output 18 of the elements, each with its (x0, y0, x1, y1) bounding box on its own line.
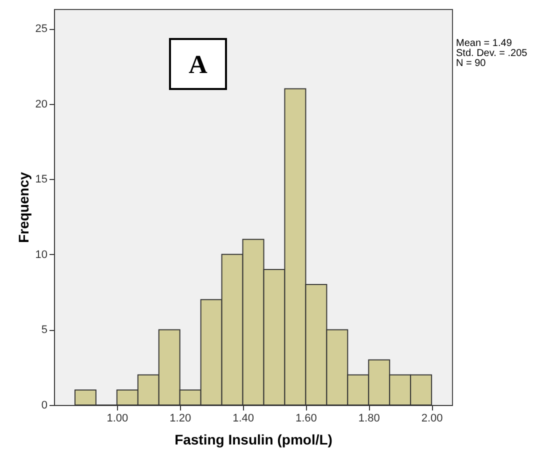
y-axis-title: Frequency (15, 172, 32, 243)
y-tick-label: 10 (35, 248, 48, 261)
y-tick-label: 25 (35, 23, 48, 36)
x-axis-title: Fasting Insulin (pmol/L) (174, 432, 332, 448)
text: Std. Dev. = .205 (456, 48, 528, 59)
text: N = 90 (456, 58, 486, 69)
x-tick-label: 1.60 (295, 412, 317, 424)
y-tick-label: 15 (35, 174, 48, 186)
x-tick-label: 1.80 (358, 412, 380, 424)
text: Mean = 1.49 (456, 38, 512, 49)
x-tick-label: 1.00 (106, 412, 128, 424)
y-tick-label: 5 (41, 324, 48, 336)
annotation: A (188, 50, 208, 79)
x-tick-label: 1.40 (232, 412, 254, 424)
y-tick-label: 20 (35, 98, 48, 110)
y-tick-label: 0 (41, 400, 48, 412)
x-tick-label: 2.00 (421, 412, 443, 424)
x-tick-label: 1.20 (170, 412, 192, 424)
